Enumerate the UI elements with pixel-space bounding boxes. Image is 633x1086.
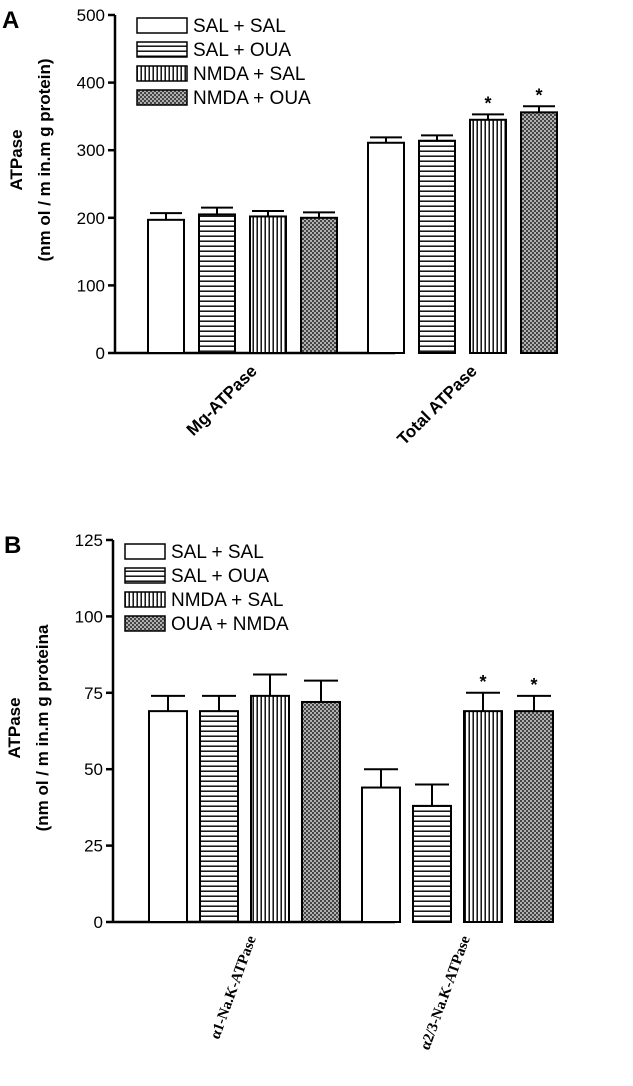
bar-nmda-sal-0 xyxy=(249,215,287,354)
panel-b-ylabel-unit: (nm ol / m in.m g proteina xyxy=(33,624,52,831)
panel-a-letter: A xyxy=(2,7,19,34)
legend-swatch-2 xyxy=(136,65,188,82)
y-tick-label: 100 xyxy=(75,607,103,626)
y-tick-label: 100 xyxy=(77,276,105,295)
bar-sal-oua-0 xyxy=(199,710,239,923)
significance-star: * xyxy=(535,85,542,105)
bar-nmda-sal-1 xyxy=(463,710,503,923)
legend-swatch-2 xyxy=(124,591,166,608)
bar-sal-sal-0 xyxy=(147,218,185,354)
panel-b-letter: B xyxy=(4,532,21,559)
panel-b-ylabel: ATPase (nm ol / m in.m g proteina xyxy=(5,624,52,831)
panel-a-axes: 0 100 200 300 400 500 xyxy=(77,6,395,363)
legend-swatch-1 xyxy=(136,41,188,58)
legend-swatch-3 xyxy=(136,89,188,106)
y-tick-label: 0 xyxy=(94,913,103,932)
bar-sal-oua-1 xyxy=(418,139,456,354)
panel-b-ylabel-title: ATPase xyxy=(5,697,24,758)
y-tick-label: 400 xyxy=(77,74,105,93)
legend-label-3: NMDA + OUA xyxy=(193,88,311,109)
significance-star: * xyxy=(530,675,537,695)
bar-nmda-sal-1 xyxy=(469,118,507,354)
bar-sal-sal-1 xyxy=(361,786,401,924)
panel-a-bars: * * xyxy=(147,85,558,355)
legend-label-1: SAL + OUA xyxy=(193,40,291,61)
panel-a: A ATPase (nm ol / m in.m g protein) 0 100… xyxy=(2,6,558,449)
legend-label-3: OUA + NMDA xyxy=(171,614,289,635)
legend-label-0: SAL + SAL xyxy=(193,16,286,37)
y-tick-label: 75 xyxy=(84,684,103,703)
bar-sal-oua-1 xyxy=(412,804,452,924)
category-label-0: α1-Na.K-ATPase xyxy=(208,934,260,1042)
bar-nmda-sal-0 xyxy=(250,694,290,924)
bar-sal-sal-0 xyxy=(148,710,188,923)
significance-star: * xyxy=(484,93,491,113)
legend-label-1: SAL + OUA xyxy=(171,566,269,587)
category-label-1: α2/3-Na.K-ATPase xyxy=(418,934,474,1053)
legend-swatch-1 xyxy=(124,567,166,584)
bar-sal-sal-1 xyxy=(367,141,405,354)
bar-sal-oua-0 xyxy=(198,213,236,354)
panel-b-legend: SAL + SAL SAL + OUA NMDA + SAL OUA + NMDA xyxy=(124,542,289,635)
panel-a-category-labels: Mg-ATPase Total ATPase xyxy=(183,361,481,448)
legend-label-2: NMDA + SAL xyxy=(193,64,305,85)
panel-a-ylabel-title: ATPase xyxy=(7,129,26,190)
panel-a-ylabel-unit: (nm ol / m in.m g protein) xyxy=(35,58,54,261)
panel-b-bars: * * xyxy=(148,672,554,924)
panel-a-legend: SAL + SAL SAL + OUA NMDA + SAL NMDA + OUA xyxy=(136,16,311,109)
y-tick-label: 125 xyxy=(75,531,103,550)
legend-swatch-3 xyxy=(124,615,166,632)
panel-b-category-labels: α1-Na.K-ATPase α2/3-Na.K-ATPase xyxy=(208,934,474,1053)
legend-label-0: SAL + SAL xyxy=(171,542,264,563)
legend-swatch-0 xyxy=(136,17,188,34)
y-tick-label: 200 xyxy=(77,209,105,228)
y-tick-label: 25 xyxy=(84,837,103,856)
legend-label-2: NMDA + SAL xyxy=(171,590,283,611)
panel-b-axes: 0 25 50 75 100 125 xyxy=(75,531,395,932)
bar-oua-nmda-1 xyxy=(514,710,554,923)
bar-oua-nmda-0 xyxy=(301,700,341,924)
category-label-0: Mg-ATPase xyxy=(183,361,261,439)
panel-b: B ATPase (nm ol / m in.m g proteina 0 25 5… xyxy=(4,531,554,1053)
bar-nmda-oua-0 xyxy=(300,216,338,354)
y-tick-label: 0 xyxy=(96,344,105,363)
y-tick-label: 50 xyxy=(84,760,103,779)
y-tick-label: 500 xyxy=(77,6,105,25)
y-tick-label: 300 xyxy=(77,141,105,160)
bar-nmda-oua-1 xyxy=(520,111,558,355)
legend-swatch-0 xyxy=(124,543,166,560)
panel-a-ylabel: ATPase (nm ol / m in.m g protein) xyxy=(7,58,54,261)
significance-star: * xyxy=(479,672,486,692)
category-label-1: Total ATPase xyxy=(393,361,480,448)
